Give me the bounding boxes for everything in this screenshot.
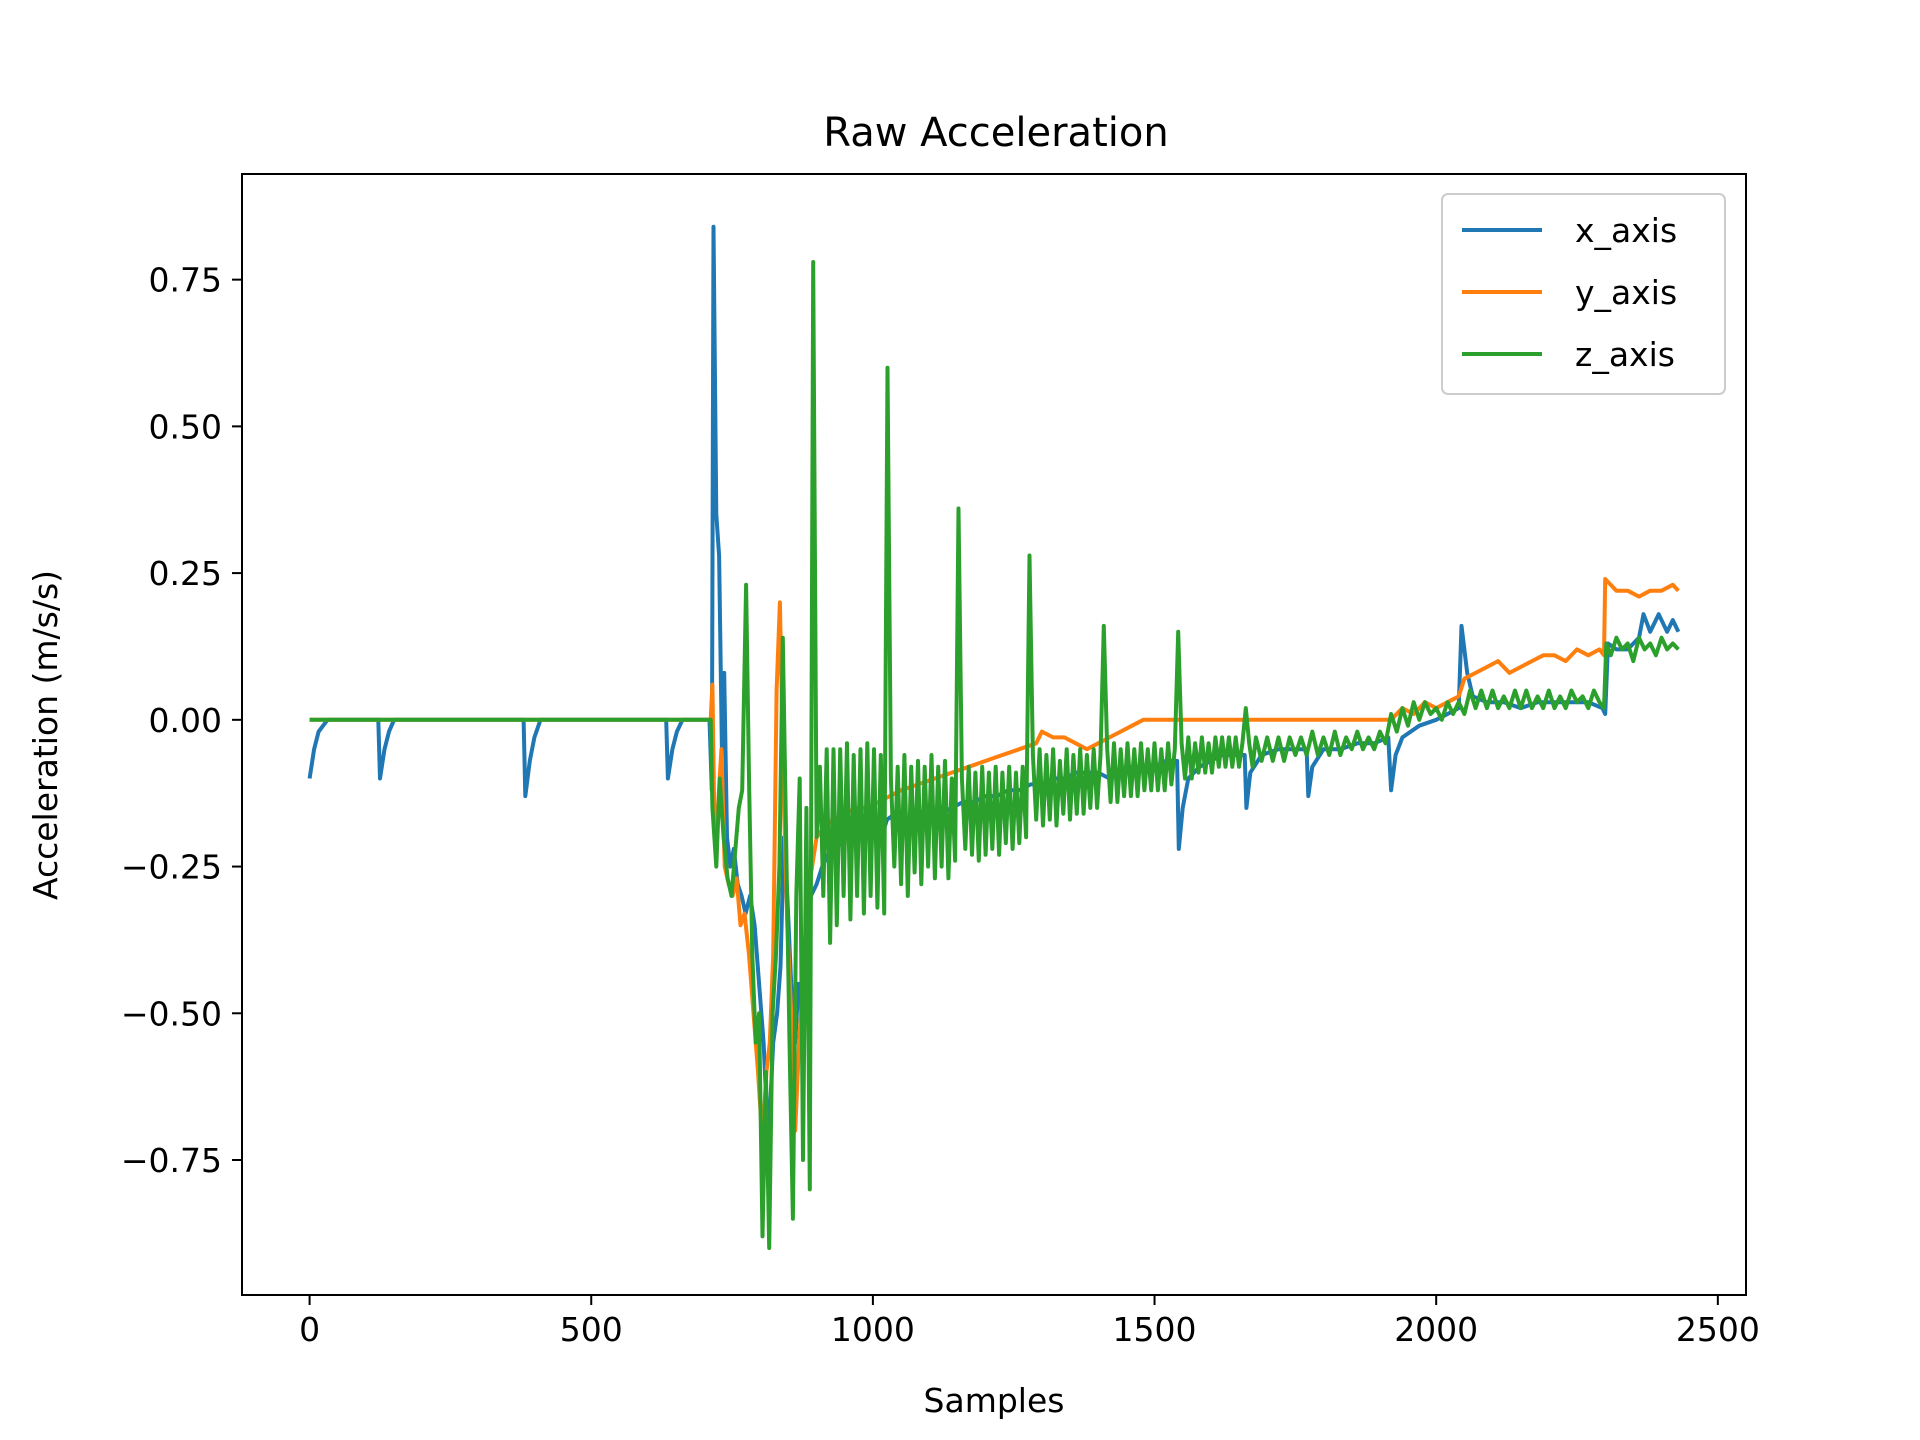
x-tick-label: 2000 [1394,1310,1478,1349]
y-axis-label: Acceleration (m/s/s) [26,570,65,900]
plot-frame [241,173,1747,1296]
y-tick-label: 0.00 [149,701,222,740]
y-tick-label: −0.75 [121,1141,222,1180]
y-tick-label: 0.75 [149,261,222,300]
y-tick-label: 0.25 [149,554,222,593]
x-axis: 0 500 1000 1500 2000 2500 [299,1295,1760,1349]
x-tick-label: 1500 [1113,1310,1197,1349]
y-tick-label: −0.25 [121,848,222,887]
legend: x_axis y_axis z_axis [1441,193,1726,395]
legend-label: y_axis [1575,273,1677,312]
y-tick-label: 0.50 [149,407,222,446]
x-tick-label: 0 [299,1310,320,1349]
series-layer [307,224,1681,1250]
chart-title: Raw Acceleration [823,110,1168,156]
x-tick-label: 2500 [1676,1310,1760,1349]
y-axis: −0.75 −0.50 −0.25 0.00 0.25 0.50 0.75 [121,261,242,1180]
legend-label: x_axis [1575,211,1677,250]
x-axis-label: Samples [924,1381,1065,1420]
x-tick-label: 1000 [831,1310,915,1349]
legend-box [1441,193,1726,395]
series-line-z-axis [309,260,1680,1250]
x-tick-label: 500 [560,1310,623,1349]
y-tick-label: −0.50 [121,994,222,1033]
legend-label: z_axis [1575,335,1675,374]
